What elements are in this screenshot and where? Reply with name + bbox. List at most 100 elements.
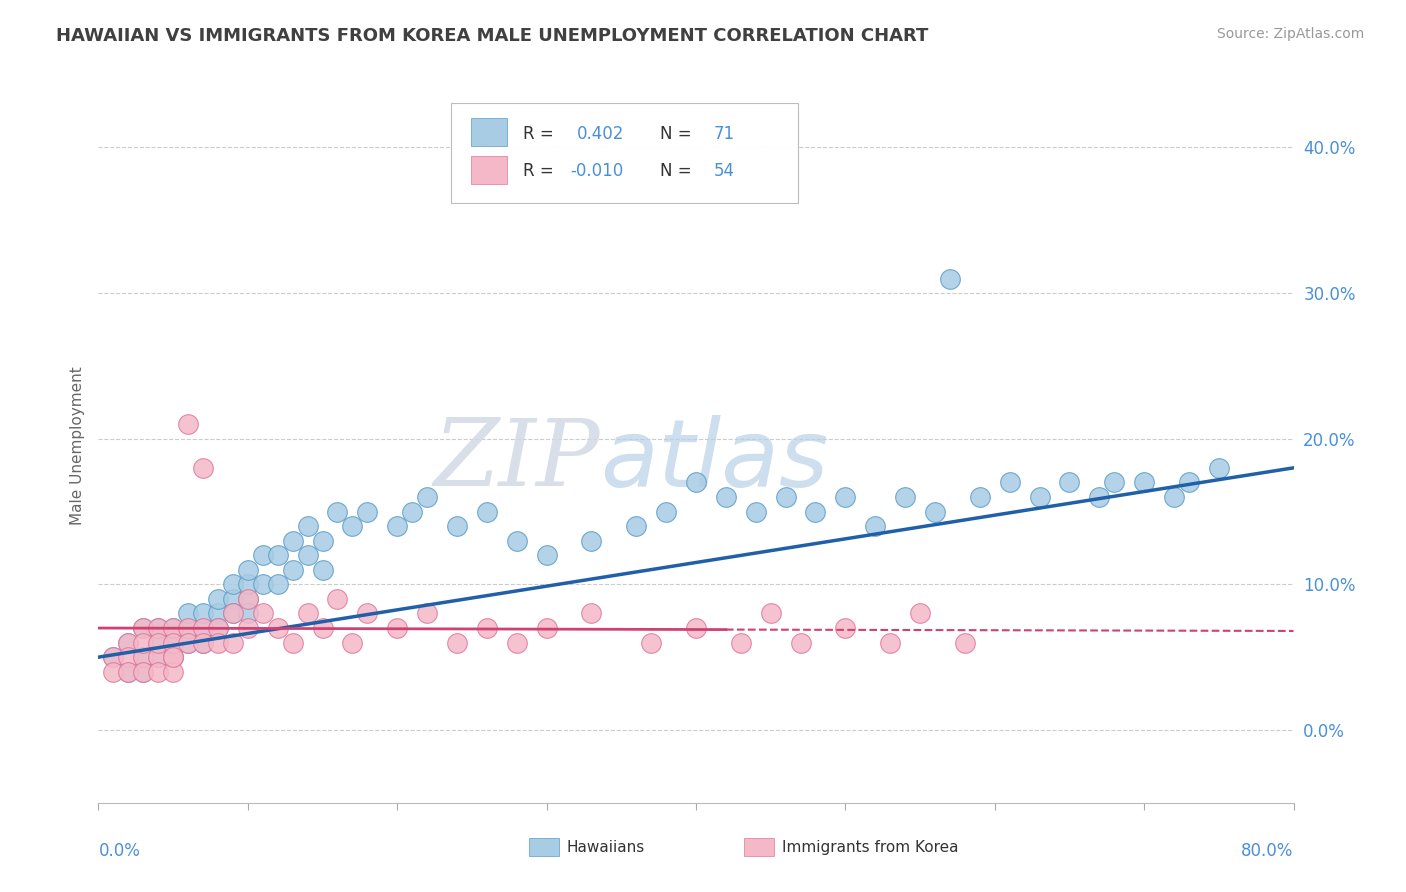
Point — [207, 635, 229, 649]
Point — [117, 635, 139, 649]
Point — [177, 621, 200, 635]
Point — [207, 621, 229, 635]
Point — [117, 665, 139, 679]
Point — [401, 504, 423, 518]
Point — [311, 563, 333, 577]
Point — [655, 504, 678, 518]
Point — [148, 621, 170, 635]
Point — [281, 533, 304, 548]
Text: N =: N = — [661, 162, 692, 180]
Point — [1208, 460, 1230, 475]
Point — [148, 635, 170, 649]
Point — [581, 607, 603, 621]
Point — [416, 490, 439, 504]
Text: 71: 71 — [714, 125, 735, 143]
Point — [267, 548, 290, 562]
Point — [132, 621, 155, 635]
Point — [191, 621, 214, 635]
Point — [1104, 475, 1126, 490]
Point — [236, 577, 259, 591]
Point — [103, 650, 125, 665]
Point — [148, 635, 170, 649]
Point — [222, 635, 245, 649]
Point — [132, 621, 155, 635]
Point — [103, 665, 125, 679]
Text: -0.010: -0.010 — [571, 162, 624, 180]
Point — [998, 475, 1021, 490]
Point — [236, 621, 259, 635]
Point — [506, 533, 529, 548]
Point — [969, 490, 991, 504]
Point — [162, 650, 184, 665]
Point — [685, 475, 707, 490]
Point — [1163, 490, 1185, 504]
Point — [446, 519, 468, 533]
Point — [236, 591, 259, 606]
Point — [132, 650, 155, 665]
Point — [953, 635, 976, 649]
Point — [834, 490, 856, 504]
Point — [536, 548, 558, 562]
Text: N =: N = — [661, 125, 692, 143]
Point — [1059, 475, 1081, 490]
Point — [326, 591, 349, 606]
Point — [148, 621, 170, 635]
Point — [252, 577, 274, 591]
Point — [297, 548, 319, 562]
Point — [207, 591, 229, 606]
Point — [714, 490, 737, 504]
Bar — [744, 838, 773, 856]
Point — [191, 621, 214, 635]
Bar — [529, 838, 558, 856]
Point — [879, 635, 901, 649]
Point — [177, 417, 200, 432]
Point — [162, 650, 184, 665]
Text: HAWAIIAN VS IMMIGRANTS FROM KOREA MALE UNEMPLOYMENT CORRELATION CHART: HAWAIIAN VS IMMIGRANTS FROM KOREA MALE U… — [56, 27, 928, 45]
Point — [267, 577, 290, 591]
Point — [385, 621, 409, 635]
Point — [281, 635, 304, 649]
Point — [177, 635, 200, 649]
Point — [730, 635, 752, 649]
Point — [148, 650, 170, 665]
Point — [775, 490, 797, 504]
Point — [236, 607, 259, 621]
Text: Immigrants from Korea: Immigrants from Korea — [782, 839, 959, 855]
Text: 0.0%: 0.0% — [98, 842, 141, 860]
Point — [132, 665, 155, 679]
Point — [834, 621, 856, 635]
Point — [640, 635, 662, 649]
Point — [162, 621, 184, 635]
Point — [162, 635, 184, 649]
Point — [297, 607, 319, 621]
Point — [222, 577, 245, 591]
Point — [924, 504, 946, 518]
Point — [311, 533, 333, 548]
Text: ZIP: ZIP — [433, 416, 600, 505]
Point — [252, 607, 274, 621]
Point — [191, 635, 214, 649]
Point — [446, 635, 468, 649]
Point — [222, 607, 245, 621]
Point — [177, 621, 200, 635]
Text: 0.402: 0.402 — [576, 125, 624, 143]
Point — [191, 635, 214, 649]
Point — [252, 548, 274, 562]
Point — [297, 519, 319, 533]
Point — [626, 519, 648, 533]
Point — [207, 621, 229, 635]
Point — [759, 607, 782, 621]
Point — [162, 665, 184, 679]
Point — [475, 504, 498, 518]
Point — [236, 563, 259, 577]
Point — [132, 665, 155, 679]
Text: Source: ZipAtlas.com: Source: ZipAtlas.com — [1216, 27, 1364, 41]
Point — [1028, 490, 1050, 504]
Point — [148, 665, 170, 679]
Point — [356, 504, 378, 518]
Text: 54: 54 — [714, 162, 735, 180]
FancyBboxPatch shape — [451, 103, 797, 203]
Point — [685, 621, 707, 635]
Point — [191, 460, 214, 475]
Point — [162, 621, 184, 635]
